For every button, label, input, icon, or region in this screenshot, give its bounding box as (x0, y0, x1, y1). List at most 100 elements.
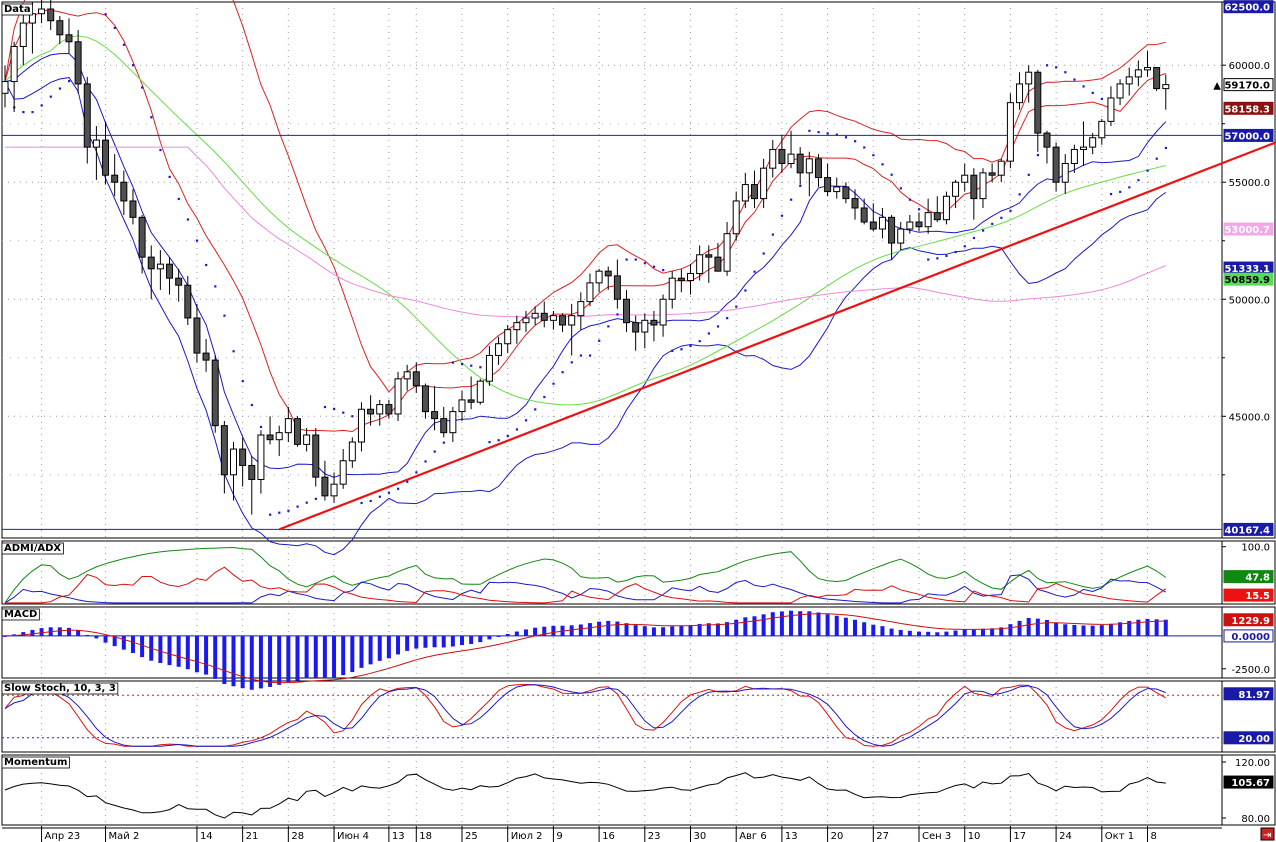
candle-up-body (1006, 102, 1014, 162)
sar-dot (515, 428, 519, 431)
macd-bar (807, 611, 812, 636)
macd-bar (926, 631, 931, 636)
price-value-badge (1223, 272, 1274, 286)
inner-lower-line (4, 52, 1167, 478)
candle (220, 420, 228, 494)
candle (1116, 79, 1124, 105)
price-value-badge (1223, 128, 1274, 142)
price-value-badge (1223, 222, 1274, 236)
candle (1043, 130, 1051, 164)
sar-dot (616, 313, 619, 316)
candle-up-body (1116, 83, 1124, 99)
candle (1144, 51, 1151, 77)
adx-value-badge (1223, 570, 1274, 584)
macd-bar (734, 619, 739, 636)
sar-dot (250, 403, 253, 407)
candle (787, 130, 795, 169)
candle-up-body (531, 312, 539, 319)
macd-bar (268, 635, 273, 687)
candle-up-body (513, 322, 521, 331)
macd-bar (66, 627, 71, 636)
sar-dot (186, 218, 189, 221)
macd-bar (853, 619, 858, 636)
candle (385, 399, 393, 419)
candle (732, 191, 740, 241)
candle (641, 313, 649, 349)
macd-bar (606, 620, 611, 636)
candle (687, 264, 694, 295)
candle (659, 294, 667, 337)
candle (833, 177, 841, 199)
sar-dot (552, 382, 555, 385)
macd-bar (222, 635, 227, 684)
sar-dot (726, 317, 729, 320)
stoch-panel (2, 683, 1222, 747)
adx-line (4, 546, 1167, 604)
candle-up-body (449, 411, 457, 434)
macd-bar (441, 635, 446, 648)
sar-dot (1164, 146, 1167, 150)
price-value-badge (1223, 0, 1274, 14)
candle (860, 198, 868, 225)
candle-up-body (495, 343, 503, 356)
candle-up-body (1016, 83, 1024, 104)
scroll-right-button[interactable] (1260, 827, 1275, 841)
sar-dot (854, 140, 857, 143)
candle (988, 163, 996, 183)
candle (961, 163, 969, 192)
stoch-d-line (4, 684, 1166, 747)
candle-down-body (750, 184, 758, 200)
macd-bar (725, 622, 730, 636)
sar-dot (470, 364, 473, 367)
candle-down-body (65, 34, 73, 43)
sar-dot (387, 491, 391, 494)
macd-bar (368, 635, 373, 665)
candle-up-body (586, 282, 594, 303)
minus-di-line (5, 566, 1167, 604)
candle-up-body (230, 448, 237, 476)
macd-bar (770, 612, 775, 636)
candle-down-body (266, 434, 274, 441)
sar-dot (643, 262, 646, 265)
candle-up-body (1089, 137, 1097, 148)
date-label: Окт 1 (1105, 831, 1134, 842)
candle-down-body (1034, 71, 1042, 134)
candle-up-body (403, 371, 411, 380)
macd-bar (377, 635, 382, 661)
macd-bar (140, 635, 145, 658)
stoch-value-badge-label: 81.97 (1238, 690, 1270, 701)
date-label: Апр 23 (45, 831, 81, 842)
candle (449, 406, 457, 443)
candle-up-body (1061, 163, 1069, 183)
candle (504, 325, 512, 354)
pink-average-line (5, 146, 1166, 318)
candle (1061, 154, 1069, 194)
candle-down-body (988, 172, 996, 176)
candle-down-body (714, 256, 722, 272)
candle (705, 245, 713, 283)
candle-up-body (961, 174, 969, 183)
macd-bar (1127, 620, 1132, 636)
sar-dot (844, 136, 848, 139)
candle-up-body (1025, 71, 1033, 85)
macd-axis-label: -2500.0 (1231, 665, 1270, 676)
mom-panel-label: Momentum (4, 757, 67, 768)
candle (421, 383, 429, 419)
sar-dot (177, 197, 180, 201)
macd-bar (1008, 624, 1013, 636)
candle (878, 207, 886, 239)
candle-down-body (293, 418, 301, 445)
candle-up-body (787, 153, 795, 165)
sar-dot (269, 513, 272, 516)
macd-bar (460, 635, 464, 646)
candle-down-body (440, 418, 448, 434)
price-value-badge-label: 58158.3 (1224, 104, 1270, 115)
candle-down-body (860, 207, 868, 223)
price-panel-label: Data (4, 4, 31, 15)
adx-panel (4, 546, 1167, 604)
price-value-badge-label: ▲ 59170.0 (1213, 81, 1270, 92)
candle (714, 243, 722, 272)
candle-down-body (220, 425, 228, 476)
sar-dot (981, 229, 985, 232)
macd-bar (670, 626, 675, 636)
